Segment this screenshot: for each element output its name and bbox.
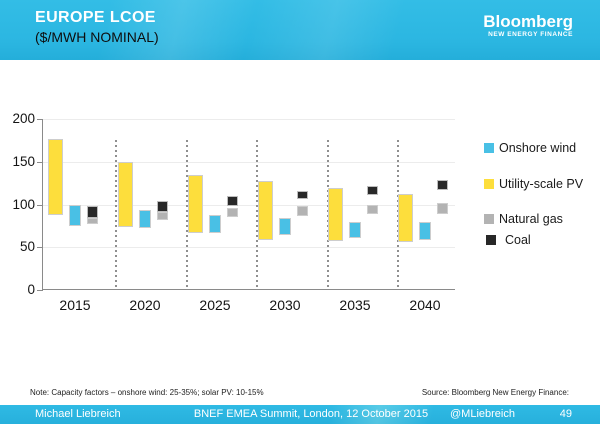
bar-onshore-wind-2040: [418, 222, 431, 241]
year-separator-3: [326, 140, 329, 289]
year-separator-1: [185, 140, 188, 289]
page-subtitle: ($/MWH NOMINAL): [35, 29, 159, 45]
legend-label-natural-gas: Natural gas: [499, 212, 563, 226]
y-axis-label-100: 100: [12, 196, 35, 212]
bar-natural-gas-2015: [87, 218, 98, 225]
bar-utility-scale-pv-2020: [118, 161, 133, 227]
legend-item-utility-scale-pv: Utility-scale PV: [484, 177, 583, 191]
bar-onshore-wind-2035: [348, 221, 361, 238]
bar-utility-scale-pv-2040: [398, 194, 413, 243]
legend-item-coal: Coal: [486, 233, 531, 247]
x-axis-label-2015: 2015: [59, 297, 91, 313]
page-title: EUROPE LCOE: [35, 9, 156, 26]
bar-natural-gas-2035: [367, 204, 378, 214]
lcoe-chart-plot-area: 0 50 100 150 200 2015 2020 2025 2030 2035 2040: [12, 111, 455, 313]
bar-natural-gas-2025: [227, 207, 238, 218]
bar-onshore-wind-2030: [278, 218, 291, 236]
bar-onshore-wind-2015: [68, 205, 81, 226]
legend-swatch-onshore-wind: [484, 143, 494, 153]
legend-label-coal: Coal: [505, 233, 531, 247]
x-axis-label-2020: 2020: [129, 297, 161, 313]
bar-coal-2015: [87, 206, 98, 219]
legend-swatch-natural-gas: [484, 214, 494, 224]
year-separator-0: [115, 140, 117, 289]
gridline-100: [43, 204, 455, 206]
bar-onshore-wind-2025: [208, 214, 221, 233]
bar-coal-2030: [297, 190, 308, 200]
y-axis-tick-100: [37, 204, 43, 206]
y-axis-tick-50: [37, 247, 43, 249]
legend-item-onshore-wind: Onshore wind: [484, 141, 576, 155]
x-axis-label-2025: 2025: [199, 297, 231, 313]
legend-swatch-utility-scale-pv: [484, 179, 494, 189]
capacity-factors-note: Note: Capacity factors – onshore wind: 2…: [30, 388, 264, 397]
footer-page-number: 49: [559, 408, 572, 420]
bar-coal-2020: [157, 201, 168, 213]
footer-event: BNEF EMEA Summit, London, 12 October 201…: [193, 408, 429, 420]
x-axis-label-2035: 2035: [339, 297, 371, 313]
bloomberg-logo-subtitle: NEW ENERGY FINANCE: [488, 31, 573, 38]
footer-bar: Michael Liebreich BNEF EMEA Summit, Lond…: [0, 405, 600, 424]
bar-utility-scale-pv-2030: [258, 181, 273, 240]
legend-label-utility-scale-pv: Utility-scale PV: [499, 177, 584, 191]
slide-header: EUROPE LCOE ($/MWH NOMINAL) Bloomberg NE…: [0, 0, 600, 60]
y-axis-tick-150: [37, 161, 43, 163]
title-block: EUROPE LCOE ($/MWH NOMINAL): [35, 9, 159, 45]
y-axis-tick-200: [37, 119, 43, 120]
legend-swatch-coal: [486, 235, 496, 245]
gridline-50: [43, 247, 455, 249]
bar-coal-2035: [367, 185, 378, 196]
footer-twitter-handle: @MLiebreich: [450, 408, 515, 420]
year-separator-2: [256, 140, 258, 289]
y-axis-tick-0: [37, 290, 43, 291]
x-axis-label-2030: 2030: [269, 297, 301, 313]
bar-natural-gas-2030: [297, 206, 308, 216]
y-axis-label-150: 150: [12, 153, 35, 169]
y-axis-label-0: 0: [27, 282, 35, 297]
x-axis-label-2040: 2040: [409, 297, 441, 313]
source-attribution: Source: Bloomberg New Energy Finance:: [421, 388, 569, 397]
legend-item-natural-gas: Natural gas: [484, 212, 563, 226]
bar-natural-gas-2040: [437, 202, 448, 214]
bar-utility-scale-pv-2035: [328, 188, 343, 242]
bar-natural-gas-2020: [157, 212, 168, 220]
legend-label-onshore-wind: Onshore wind: [499, 141, 577, 155]
bar-coal-2040: [437, 179, 448, 190]
y-axis-label-50: 50: [19, 239, 35, 255]
bar-coal-2025: [227, 195, 238, 207]
gridline-150: [43, 161, 455, 163]
y-axis-label-200: 200: [12, 111, 35, 126]
footer-author: Michael Liebreich: [35, 408, 121, 420]
gridline-200: [43, 119, 455, 120]
bloomberg-logo: Bloomberg NEW ENERGY FINANCE: [483, 13, 573, 39]
bar-utility-scale-pv-2015: [48, 138, 63, 215]
bar-onshore-wind-2020: [138, 210, 151, 229]
bloomberg-logo-name: Bloomberg: [483, 12, 573, 31]
bar-utility-scale-pv-2025: [188, 174, 203, 233]
